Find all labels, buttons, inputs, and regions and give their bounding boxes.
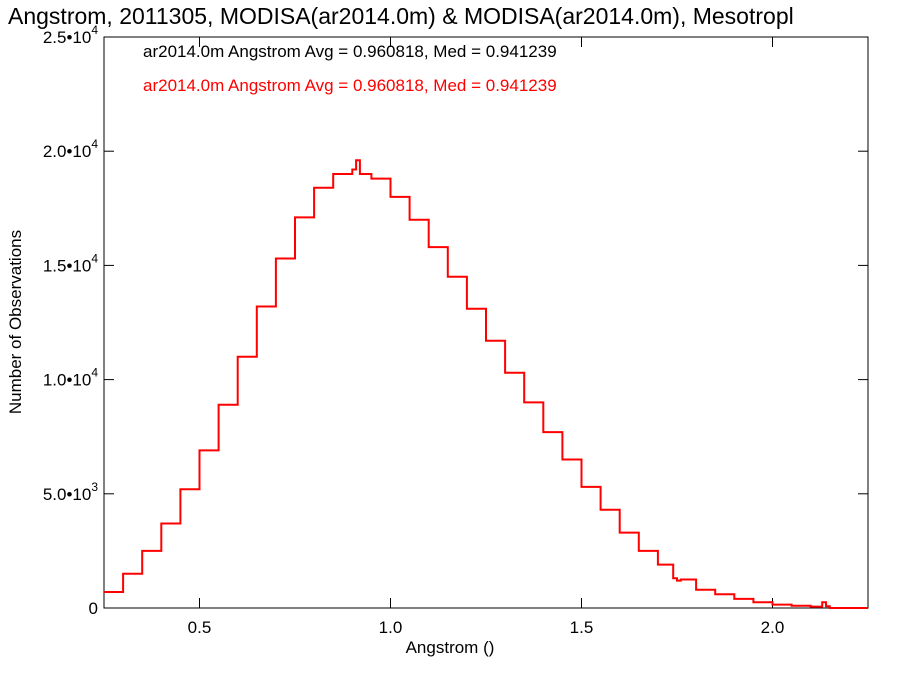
chart-title: Angstrom, 2011305, MODISA(ar2014.0m) & M…: [8, 3, 794, 29]
x-tick-label: 2.0: [761, 618, 785, 637]
y-tick-label: 2.5•104: [43, 23, 99, 47]
histogram-series-line: [104, 159, 868, 609]
plot-frame: [103, 36, 869, 609]
stats-annotation-red: ar2014.0m Angstrom Avg = 0.960818, Med =…: [143, 76, 557, 95]
y-tick-label: 0: [89, 599, 98, 618]
y-tick-label: 2.0•104: [43, 137, 99, 161]
stats-annotation-black: ar2014.0m Angstrom Avg = 0.960818, Med =…: [143, 42, 557, 61]
x-tick-label: 1.5: [570, 618, 594, 637]
x-axis-label: Angstrom (): [405, 638, 495, 657]
x-tick-label: 1.0: [379, 618, 403, 637]
y-tick-label: 1.0•104: [43, 366, 99, 390]
y-tick-label: 1.5•104: [43, 251, 99, 275]
y-axis-label: Number of Observations: [6, 229, 25, 415]
y-tick-label: 5.0•103: [43, 480, 99, 504]
x-tick-label: 0.5: [188, 618, 212, 637]
